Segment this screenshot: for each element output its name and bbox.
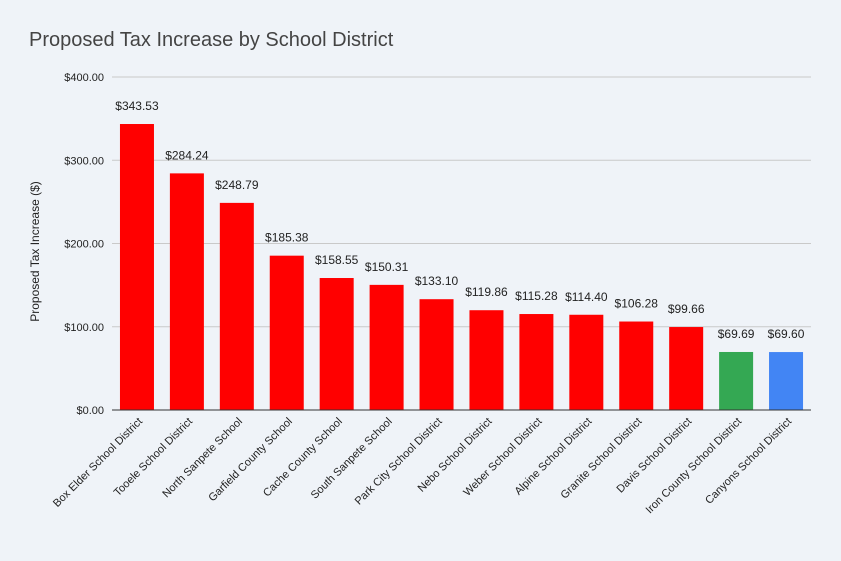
y-tick-label: $200.00 bbox=[64, 239, 104, 251]
x-tick-label: Canyons School District bbox=[703, 416, 794, 507]
data-label: $69.60 bbox=[768, 327, 805, 341]
y-tick-label: $0.00 bbox=[76, 405, 104, 417]
data-label: $150.31 bbox=[365, 260, 409, 274]
bar bbox=[119, 124, 154, 410]
x-tick-label: Granite School District bbox=[559, 416, 645, 502]
data-label: $133.10 bbox=[415, 274, 459, 288]
bar bbox=[469, 310, 504, 410]
y-tick-label: $300.00 bbox=[64, 155, 104, 167]
bar bbox=[319, 278, 354, 410]
data-label: $185.38 bbox=[265, 231, 309, 245]
x-tick-label: Garfield County School bbox=[206, 416, 294, 504]
data-label: $343.53 bbox=[115, 99, 159, 113]
x-tick-label: Park City School District bbox=[353, 416, 445, 508]
x-tick-label: Box Elder School District bbox=[51, 416, 145, 510]
bar bbox=[519, 314, 554, 410]
data-label: $99.66 bbox=[668, 302, 705, 316]
data-label: $115.28 bbox=[515, 289, 558, 303]
bar bbox=[369, 284, 404, 410]
x-tick-label: South Sanpete School bbox=[309, 416, 395, 502]
bar bbox=[669, 327, 704, 410]
y-axis-title: Proposed Tax Increase ($) bbox=[28, 181, 42, 322]
bar bbox=[619, 321, 654, 410]
y-tick-label: $400.00 bbox=[64, 72, 104, 84]
bar bbox=[769, 352, 804, 410]
data-label: $69.69 bbox=[718, 327, 755, 341]
bar bbox=[719, 351, 754, 410]
data-label: $119.86 bbox=[465, 285, 508, 299]
bar bbox=[569, 314, 604, 410]
bar bbox=[219, 202, 254, 410]
bar bbox=[269, 255, 304, 410]
data-label: $158.55 bbox=[315, 253, 359, 267]
x-tick-label: Iron County School District bbox=[644, 416, 745, 517]
bar bbox=[169, 173, 204, 410]
chart-title: Proposed Tax Increase by School District bbox=[29, 29, 394, 51]
y-tick-label: $100.00 bbox=[64, 322, 104, 334]
data-label: $114.40 bbox=[565, 290, 608, 304]
data-label: $106.28 bbox=[615, 297, 659, 311]
bar bbox=[419, 299, 454, 410]
data-label: $248.79 bbox=[215, 178, 259, 192]
data-label: $284.24 bbox=[165, 148, 209, 162]
